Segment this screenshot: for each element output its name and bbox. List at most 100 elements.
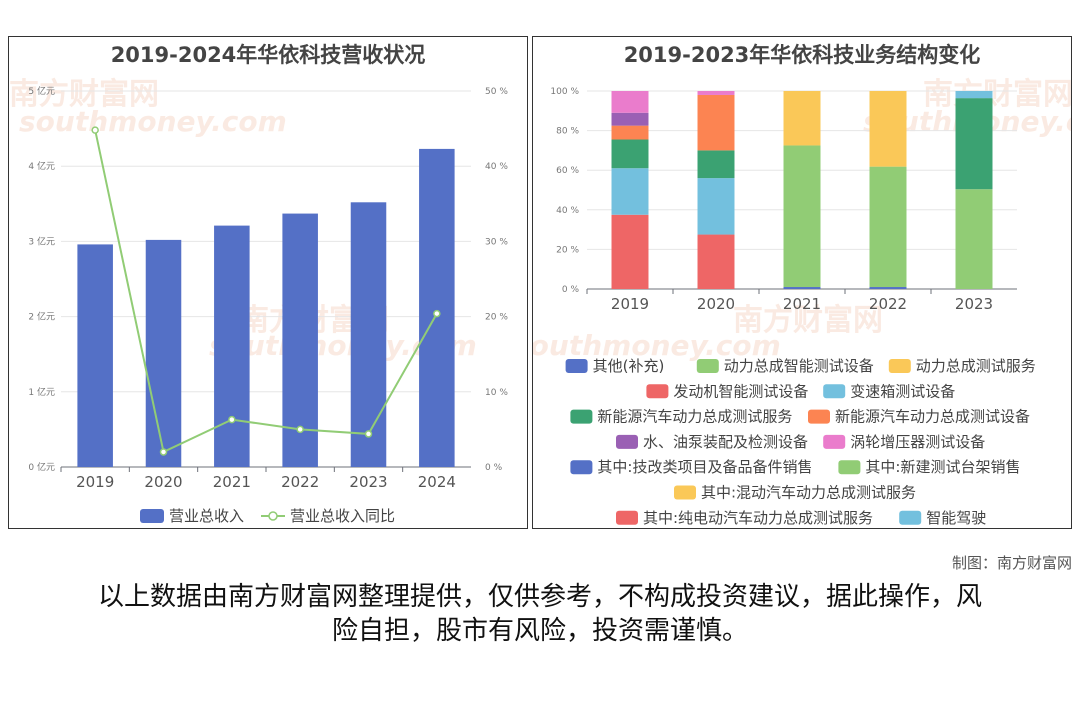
legend-swatch bbox=[808, 409, 830, 424]
disclaimer-line: 险自担，股市有风险，投资需谨慎。 bbox=[331, 616, 748, 646]
y-tick-label: 20 % bbox=[556, 245, 579, 255]
y2-tick-label: 30 % bbox=[485, 237, 508, 247]
y-tick-label: 1 亿元 bbox=[28, 386, 55, 398]
x-tick-label: 2021 bbox=[783, 295, 821, 313]
stacked-bar-segment bbox=[869, 91, 907, 167]
legend-swatch bbox=[565, 359, 588, 373]
stacked-bar-segment bbox=[697, 178, 735, 235]
yoy-point bbox=[91, 126, 99, 134]
y-tick-label: 0 % bbox=[562, 285, 580, 295]
x-tick-label: 2020 bbox=[697, 295, 735, 313]
structure-chart-svg: 0 % 20 % 40 % 60 % 80 % 100 % 2019 2020 2021 2022… bbox=[550, 87, 1036, 527]
x-tick-label: 2019 bbox=[611, 295, 649, 313]
y-tick-label: 2 亿元 bbox=[28, 311, 55, 323]
legend-swatch-yoy-point bbox=[268, 511, 278, 521]
legend-label: 变速箱测试设备 bbox=[850, 382, 955, 400]
x-tick-label: 2023 bbox=[349, 473, 387, 491]
legend-swatch bbox=[616, 510, 638, 525]
legend-label: 新能源汽车动力总成测试设备 bbox=[835, 408, 1030, 426]
legend-swatch bbox=[674, 485, 696, 500]
y2-tick-label: 40 % bbox=[485, 162, 508, 172]
stacked-bar-segment bbox=[783, 91, 821, 146]
legend-label: 涡轮增压器测试设备 bbox=[850, 433, 985, 451]
legend-label: 智能驾驶 bbox=[926, 509, 986, 527]
stacked-bar-segment bbox=[697, 91, 735, 95]
stacked-bar-segment bbox=[869, 166, 907, 288]
legend-label: 营业总收入 bbox=[169, 507, 244, 525]
stacked-bar-segment bbox=[697, 234, 735, 289]
y2-tick-label: 0 % bbox=[485, 463, 503, 473]
yoy-point bbox=[228, 415, 236, 424]
y-tick-label: 3 亿元 bbox=[28, 235, 55, 247]
structure-chart-panel: 南方财富网 southmoney.com 南方财富网 southmoney.co… bbox=[532, 36, 1072, 529]
stacked-bar-segment bbox=[783, 287, 821, 289]
stacked-bar-segment bbox=[697, 94, 735, 151]
stacked-bar-segment bbox=[783, 145, 821, 288]
revenue-bar bbox=[350, 202, 387, 467]
yoy-point bbox=[296, 425, 304, 434]
y-tick-label: 0 亿元 bbox=[28, 461, 55, 473]
legend-label: 其中:新建测试台架销售 bbox=[865, 458, 1020, 476]
legend-label: 营业总收入同比 bbox=[290, 507, 395, 525]
y-tick-label: 4 亿元 bbox=[28, 160, 55, 172]
stacked-bar-segment bbox=[955, 91, 993, 99]
yoy-point bbox=[364, 430, 373, 438]
revenue-bar bbox=[77, 244, 113, 467]
legend-swatch bbox=[838, 460, 861, 475]
x-tick-label: 2022 bbox=[869, 295, 907, 313]
x-tick-label: 2020 bbox=[144, 473, 182, 491]
legend-swatch bbox=[616, 434, 638, 449]
legend-swatch bbox=[823, 434, 846, 449]
legend-swatch bbox=[570, 460, 593, 475]
yoy-line bbox=[94, 129, 438, 454]
legend-label: 其中:技改类项目及备品备件销售 bbox=[597, 458, 812, 476]
legend-label: 水、油泵装配及检测设备 bbox=[643, 433, 808, 451]
legend-label: 其中:混动汽车动力总成测试服务 bbox=[701, 484, 916, 502]
stacked-bar-segment bbox=[955, 189, 993, 289]
legend-label: 其他(补充) bbox=[593, 357, 665, 375]
stacked-bar-segment bbox=[611, 125, 649, 140]
x-tick-label: 2023 bbox=[955, 295, 993, 313]
stacked-bar-segment bbox=[611, 214, 649, 289]
y2-tick-label: 20 % bbox=[485, 313, 508, 323]
x-tick-label: 2019 bbox=[76, 473, 114, 491]
legend-swatch bbox=[570, 409, 593, 424]
legend-label: 发动机智能测试设备 bbox=[673, 382, 808, 400]
legend-swatch bbox=[696, 359, 719, 373]
y-tick-label: 60 % bbox=[556, 166, 579, 176]
y-tick-label: 40 % bbox=[556, 206, 579, 216]
legend-label: 新能源汽车动力总成测试服务 bbox=[597, 408, 792, 426]
structure-chart-title: 2019-2023年华依科技业务结构变化 bbox=[623, 43, 981, 67]
stacked-bar-segment bbox=[869, 287, 907, 289]
legend-swatch bbox=[823, 384, 846, 399]
legend-swatch bbox=[646, 384, 669, 399]
revenue-chart-svg: 0 亿元 0 % 1 亿元 10 % 2 亿元 20 % 3 亿元 30 % 4 亿元 40 % 5… bbox=[28, 85, 508, 525]
revenue-bar bbox=[145, 239, 182, 467]
revenue-chart-panel: 南方财富网 southmoney.com 南方财富网 southmoney.co… bbox=[8, 36, 528, 529]
x-tick-label: 2024 bbox=[418, 473, 456, 491]
x-tick-label: 2021 bbox=[213, 473, 251, 491]
y-tick-label: 80 % bbox=[556, 127, 579, 137]
revenue-bar bbox=[419, 148, 455, 467]
revenue-bar bbox=[282, 213, 318, 467]
stacked-bar-segment bbox=[611, 112, 649, 126]
y2-tick-label: 50 % bbox=[485, 87, 508, 97]
x-tick-label: 2022 bbox=[281, 473, 319, 491]
revenue-chart-title: 2019-2024年华依科技营收状况 bbox=[110, 43, 426, 67]
y-tick-label: 5 亿元 bbox=[28, 85, 55, 97]
legend-label: 动力总成智能测试设备 bbox=[724, 357, 874, 375]
disclaimer-line: 以上数据由南方财富网整理提供，仅供参考，不构成投资建议，据此操作，风 bbox=[97, 582, 982, 612]
disclaimer-text: 以上数据由南方财富网整理提供，仅供参考，不构成投资建议，据此操作，风 险自担，股… bbox=[60, 580, 1020, 648]
yoy-point bbox=[433, 309, 441, 318]
yoy-point bbox=[159, 448, 168, 456]
stacked-bar-segment bbox=[697, 150, 735, 179]
revenue-bar bbox=[214, 225, 250, 467]
legend-label: 其中:纯电动汽车动力总成测试服务 bbox=[643, 509, 873, 527]
chart-credit: 制图：南方财富网 bbox=[951, 554, 1072, 572]
legend-label: 动力总成测试服务 bbox=[916, 357, 1036, 375]
legend-swatch-revenue bbox=[140, 509, 164, 523]
legend-swatch bbox=[888, 359, 911, 373]
stacked-bar-segment bbox=[611, 168, 649, 215]
legend-swatch bbox=[899, 510, 922, 525]
stacked-bar-segment bbox=[955, 98, 993, 190]
